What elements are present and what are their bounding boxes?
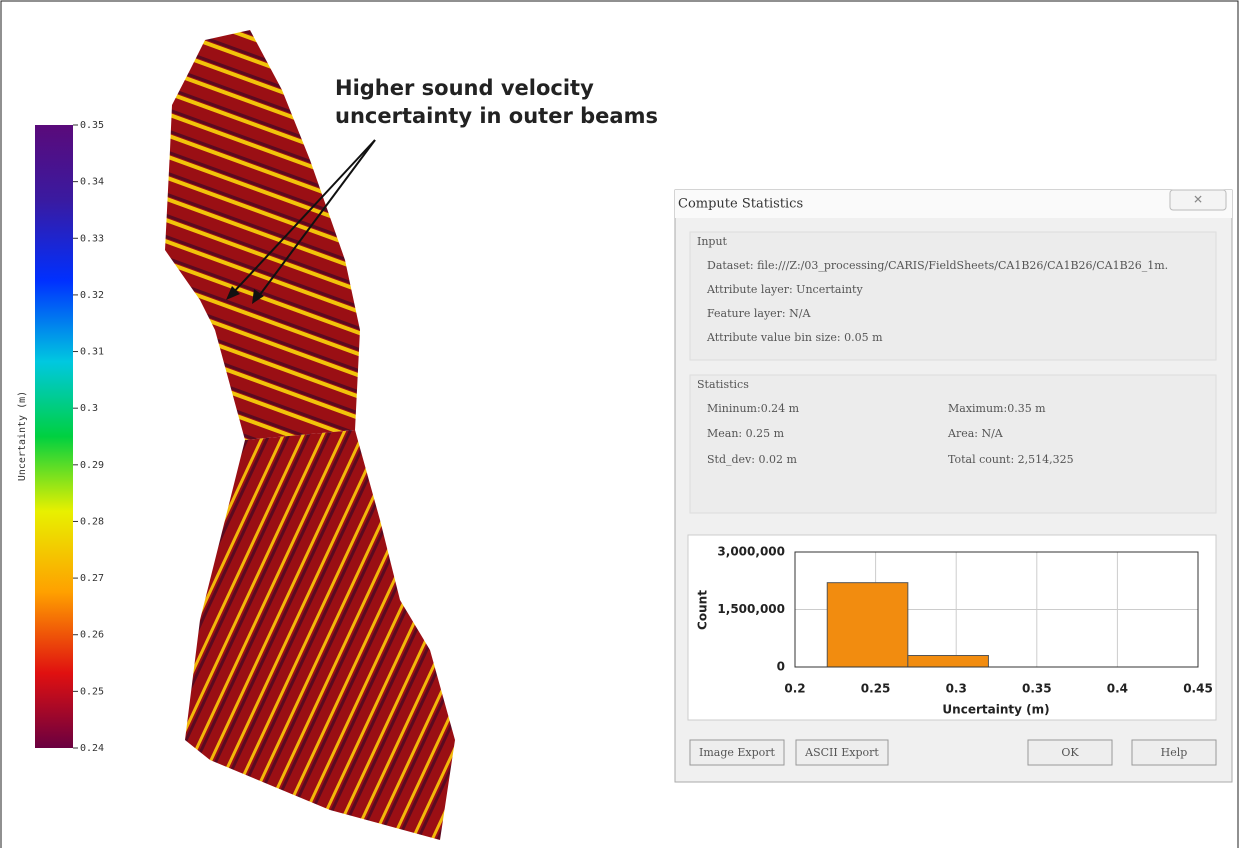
bar — [908, 656, 989, 668]
x-tick-label: 0.45 — [1183, 682, 1213, 696]
y-tick-label: 0 — [777, 660, 785, 674]
group-heading: Statistics — [697, 378, 749, 391]
stat: Mininum:0.24 m — [707, 402, 800, 415]
colorbar-label: Uncertainty (m) — [17, 391, 28, 481]
colorbar-tick-label: 0.31 — [80, 347, 104, 358]
colorbar — [35, 125, 73, 748]
y-tick-label: 1,500,000 — [717, 602, 785, 616]
stat: Total count: 2,514,325 — [948, 453, 1074, 466]
x-tick-label: 0.35 — [1022, 682, 1052, 696]
annotation-line: uncertainty in outer beams — [335, 104, 658, 128]
close-icon: ✕ — [1193, 193, 1203, 207]
field: Dataset: file:///Z:/03_processing/CARIS/… — [707, 259, 1168, 272]
x-tick-label: 0.3 — [946, 682, 967, 696]
stat: Std_dev: 0.02 m — [707, 453, 797, 466]
button-label: Image Export — [699, 746, 776, 759]
x-axis-label: Uncertainty (m) — [942, 703, 1049, 717]
y-axis-label: Count — [696, 590, 710, 630]
colorbar-tick-label: 0.28 — [80, 516, 104, 527]
colorbar-tick-label: 0.33 — [80, 233, 104, 244]
screen: Higher sound velocity uncertainty in out… — [0, 0, 1239, 848]
colorbar-tick-label: 0.34 — [80, 177, 104, 188]
field: Feature layer: N/A — [707, 307, 811, 320]
survey-map-upper — [165, 30, 360, 440]
colorbar-tick-label: 0.32 — [80, 290, 104, 301]
stat: Mean: 0.25 m — [707, 427, 785, 440]
annotation-line: Higher sound velocity — [335, 76, 594, 100]
x-tick-label: 0.2 — [784, 682, 805, 696]
group-heading: Input — [697, 235, 728, 248]
dialog-title: Compute Statistics — [678, 197, 803, 212]
colorbar-tick-label: 0.3 — [80, 403, 98, 414]
x-tick-label: 0.25 — [861, 682, 891, 696]
colorbar-ticks: 0.35 0.34 0.33 0.32 0.31 0.3 0.29 0.28 0.27 0.26 0… — [73, 120, 104, 754]
stat: Area: N/A — [947, 427, 1004, 440]
x-tick-label: 0.4 — [1107, 682, 1128, 696]
statistics-group — [690, 375, 1216, 513]
button-label: Help — [1161, 746, 1188, 759]
colorbar-tick-label: 0.29 — [80, 460, 104, 471]
colorbar-tick-label: 0.27 — [80, 573, 104, 584]
field: Attribute value bin size: 0.05 m — [706, 331, 883, 344]
stat: Maximum:0.35 m — [948, 402, 1046, 415]
y-tick-label: 3,000,000 — [717, 545, 785, 559]
colorbar-tick-label: 0.26 — [80, 630, 104, 641]
colorbar-tick-label: 0.24 — [80, 743, 104, 754]
survey-map-lower — [185, 430, 455, 840]
bar — [827, 583, 908, 667]
button-label: OK — [1061, 746, 1079, 759]
colorbar-tick-label: 0.35 — [80, 120, 104, 131]
button-label: ASCII Export — [804, 746, 879, 759]
colorbar-tick-label: 0.25 — [80, 686, 104, 697]
field: Attribute layer: Uncertainty — [706, 283, 863, 296]
